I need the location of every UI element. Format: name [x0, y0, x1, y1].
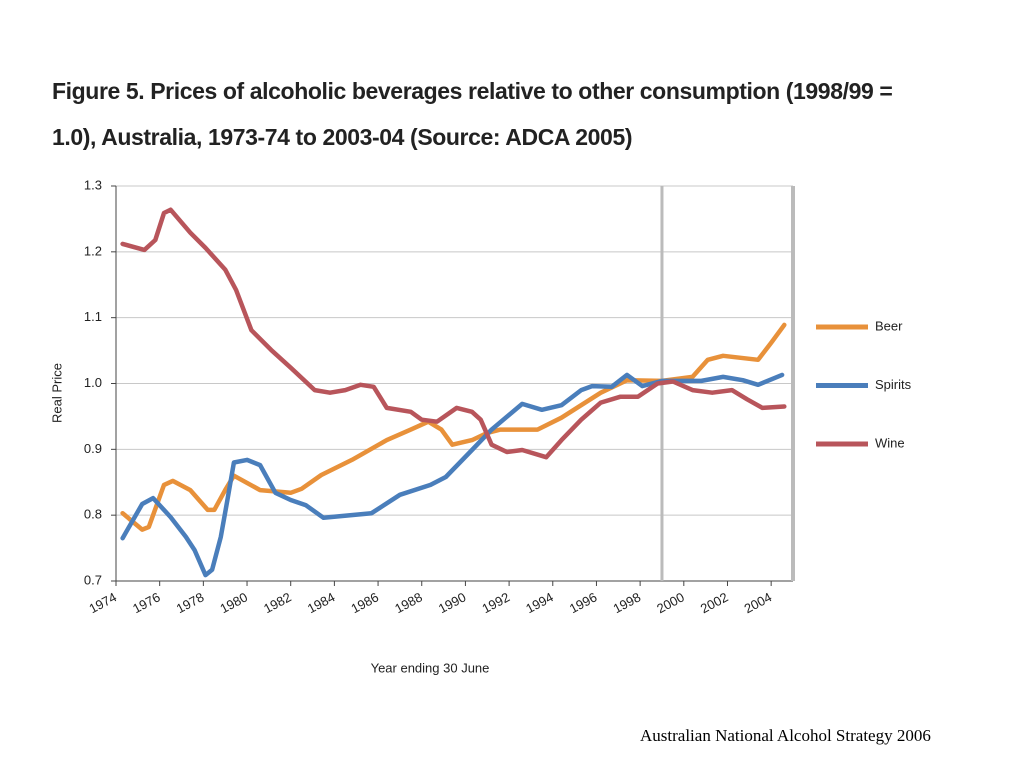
y-tick-label: 1.0: [84, 375, 102, 390]
x-tick-label: 1994: [523, 589, 556, 616]
line-series: [120, 372, 785, 578]
x-tick-label: 1976: [130, 589, 163, 616]
x-tick-label: 2004: [742, 589, 775, 616]
x-tick-label: 1978: [174, 589, 207, 616]
legend-label: Beer: [875, 318, 903, 333]
y-tick-label: 0.9: [84, 441, 102, 456]
x-tick-label: 1990: [436, 589, 469, 616]
x-tick-label: 1992: [480, 589, 513, 616]
line-series: [120, 207, 787, 460]
x-tick-label: 1998: [611, 589, 644, 616]
y-axis-label: Real Price: [49, 363, 64, 423]
chart-title: Figure 5. Prices of alcoholic beverages …: [52, 78, 893, 150]
x-tick-label: 2000: [654, 589, 687, 616]
x-axis-label: Year ending 30 June: [371, 660, 490, 675]
legend-label: Wine: [875, 435, 905, 450]
legend-label: Spirits: [875, 377, 912, 392]
x-tick-label: 1984: [305, 589, 338, 616]
y-tick-label: 0.8: [84, 507, 102, 522]
x-tick-label: 1988: [392, 589, 425, 616]
y-tick-label: 1.1: [84, 309, 102, 324]
source-note: Australian National Alcohol Strategy 200…: [640, 726, 931, 745]
x-tick-label: 1996: [567, 589, 600, 616]
x-tick-label: 1986: [349, 589, 382, 616]
x-tick-label: 2002: [698, 589, 731, 616]
x-tick-label: 1982: [261, 589, 294, 616]
y-tick-label: 1.3: [84, 177, 102, 192]
line-series: [120, 322, 787, 532]
y-tick-label: 1.2: [84, 243, 102, 258]
y-tick-label: 0.7: [84, 572, 102, 587]
x-tick-label: 1974: [86, 589, 119, 616]
x-tick-label: 1980: [217, 589, 250, 616]
